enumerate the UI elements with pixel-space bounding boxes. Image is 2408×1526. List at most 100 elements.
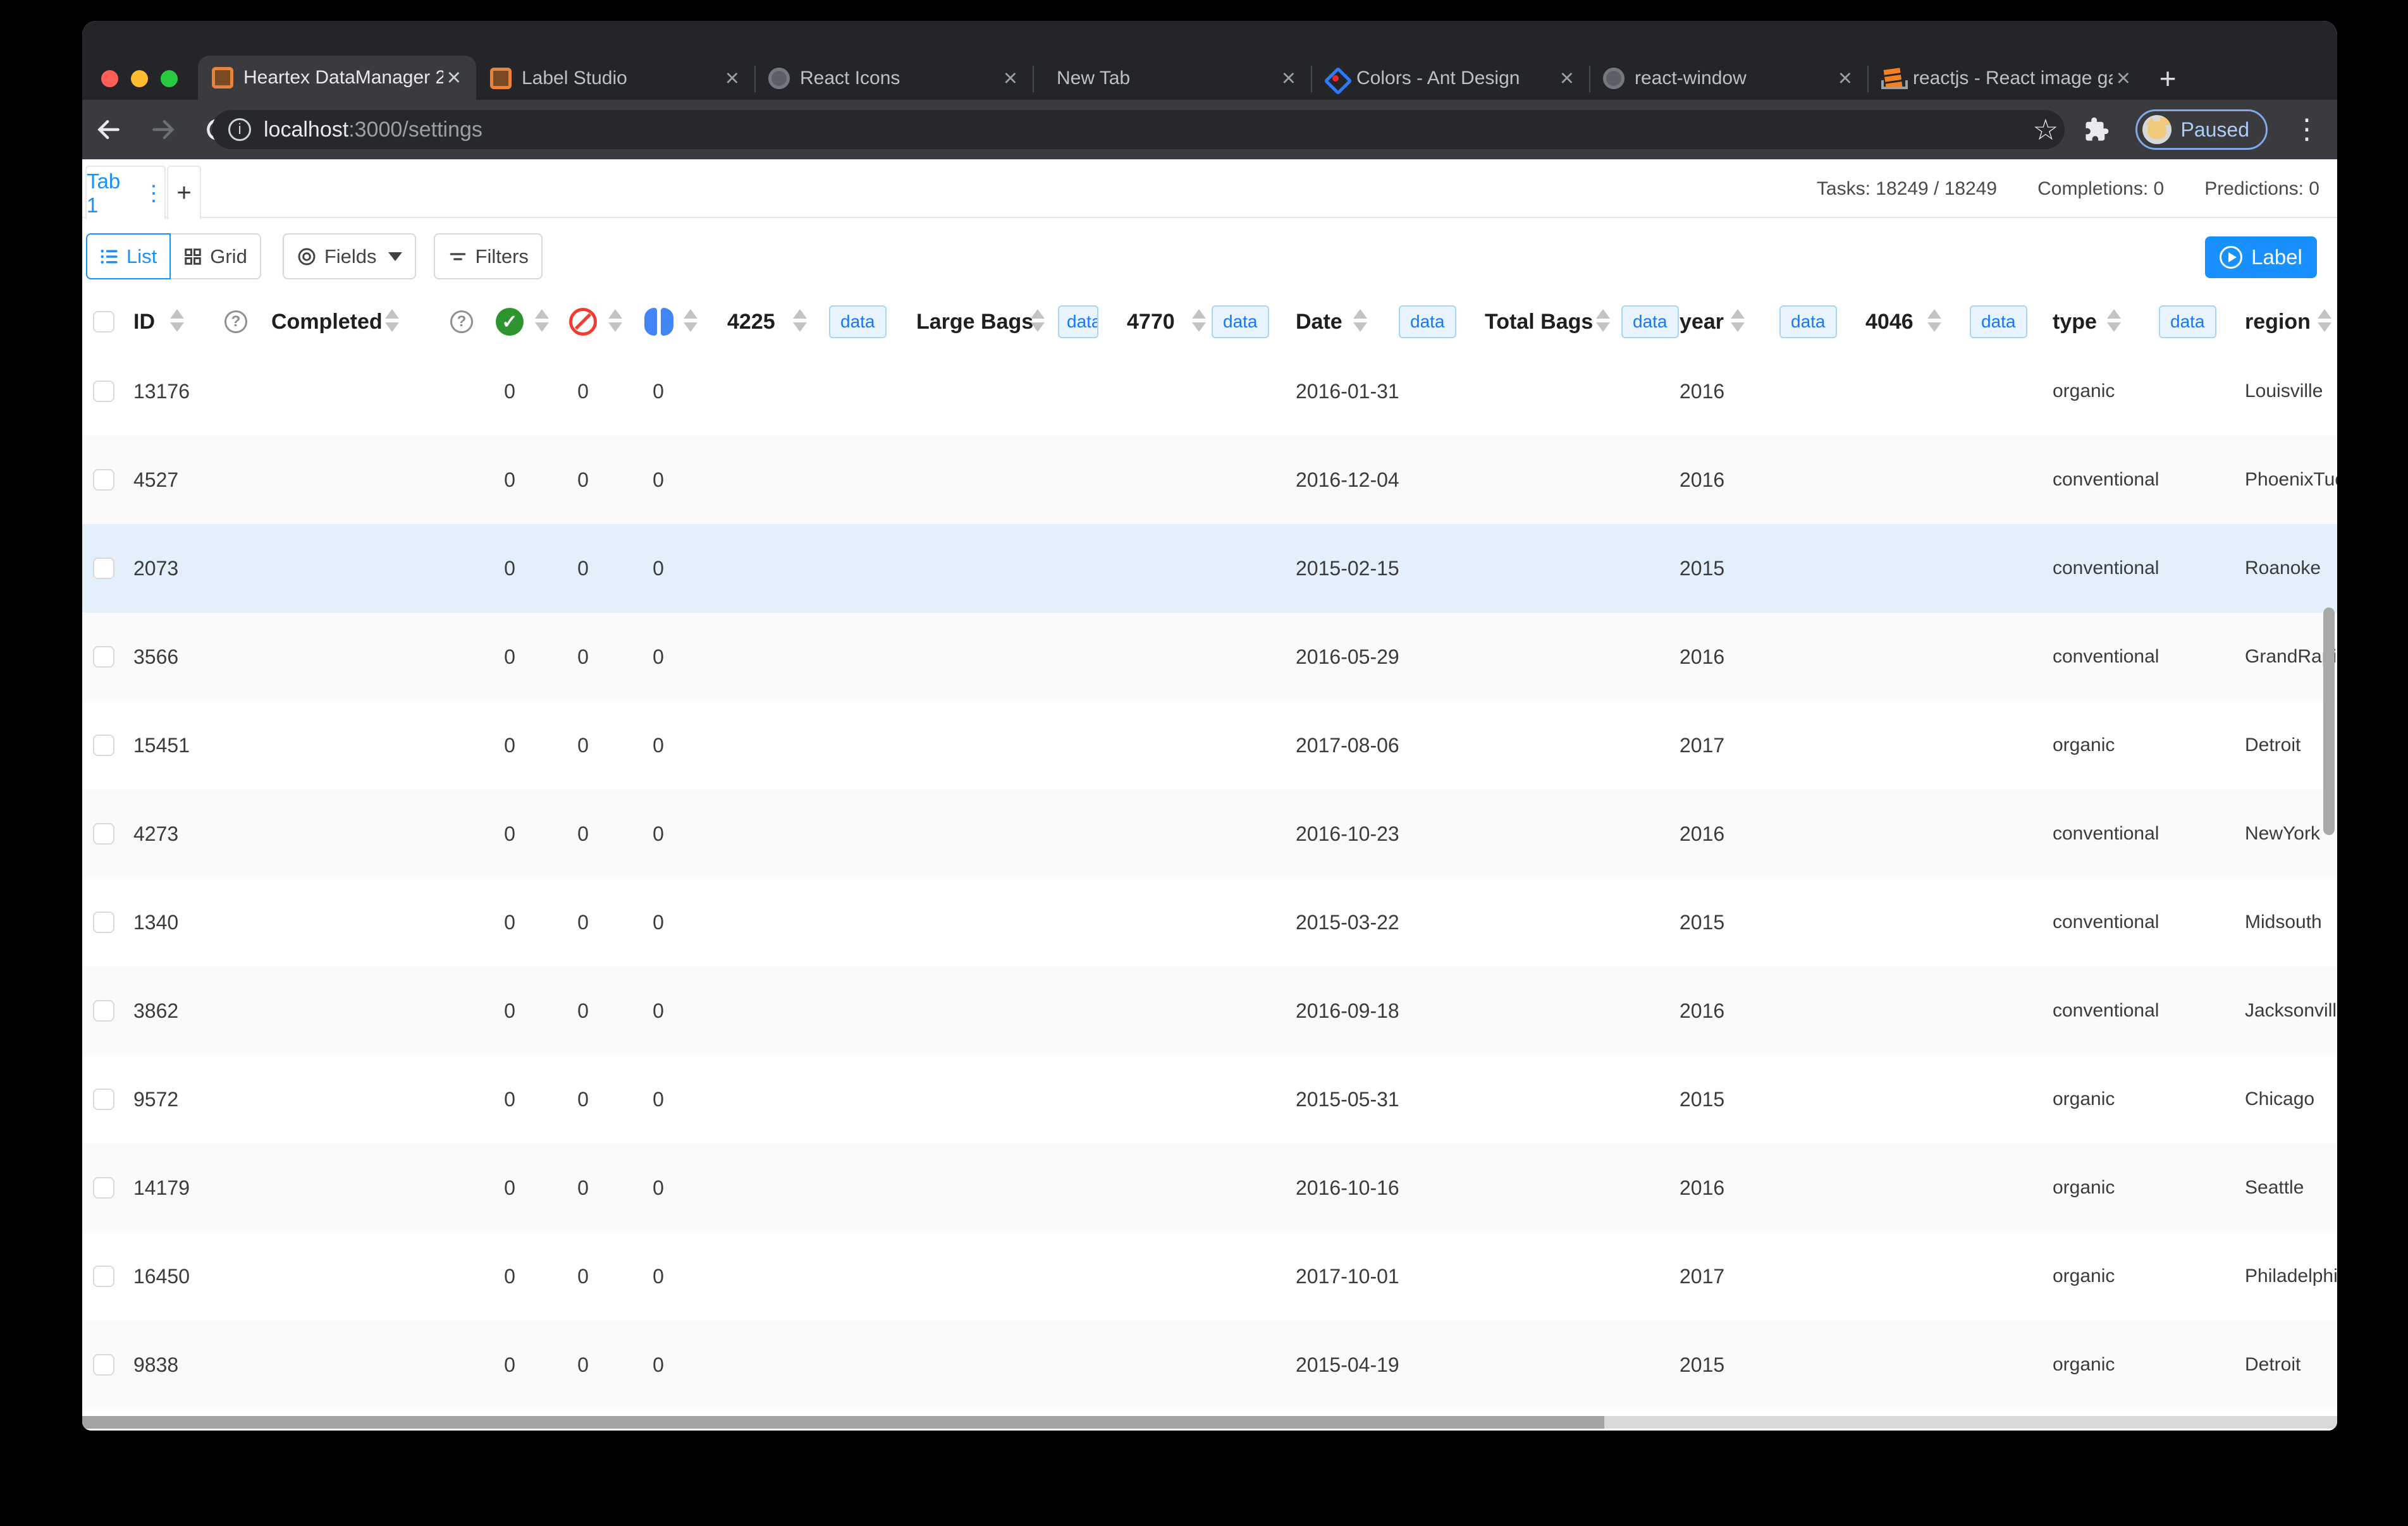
cell-type: organic [2053, 1266, 2115, 1286]
cancelled-no-entry-icon[interactable] [569, 308, 597, 336]
cell-predictions: 0 [653, 1264, 664, 1288]
table-row[interactable]: 13176 0 0 0 2016-01-31 2016 organic Loui… [82, 347, 2337, 436]
browser-menu-icon[interactable]: ⋮ [2293, 113, 2321, 145]
sort-icon[interactable] [1192, 309, 1206, 332]
tab-close-icon[interactable]: × [446, 64, 461, 91]
minimize-window-button[interactable] [131, 70, 148, 87]
tab-close-icon[interactable]: × [1559, 65, 1574, 92]
table-row[interactable]: 9838 0 0 0 2015-04-19 2015 organic Detro… [82, 1321, 2337, 1409]
site-info-icon[interactable]: i [228, 118, 251, 141]
column-header-region[interactable]: region [2245, 309, 2311, 334]
sort-icon[interactable] [385, 309, 399, 332]
label-button[interactable]: Label [2205, 236, 2317, 278]
browser-tab[interactable]: React Icons × [754, 57, 1033, 100]
row-checkbox[interactable] [93, 1000, 114, 1022]
sort-icon[interactable] [793, 309, 807, 332]
sort-icon[interactable] [170, 309, 184, 332]
new-tab-button[interactable]: + [2159, 62, 2177, 95]
column-header-completed[interactable]: Completed [271, 309, 383, 334]
grid-view-button[interactable]: Grid [171, 233, 261, 279]
tab-favicon-icon [490, 68, 512, 89]
sort-icon[interactable] [2318, 309, 2331, 332]
sort-icon[interactable] [684, 309, 697, 332]
fields-button[interactable]: Fields [282, 233, 416, 279]
row-checkbox[interactable] [93, 1177, 114, 1199]
column-header-total-bags[interactable]: Total Bags [1485, 309, 1594, 334]
column-header-4770[interactable]: 4770 [1127, 309, 1175, 334]
close-window-button[interactable] [101, 70, 118, 87]
column-header-date[interactable]: Date [1296, 309, 1342, 334]
address-bar[interactable]: i localhost:3000/settings [212, 110, 2065, 149]
sort-icon[interactable] [1927, 309, 1941, 332]
completed-check-icon[interactable]: ✓ [496, 308, 524, 336]
list-view-button[interactable]: List [86, 233, 171, 279]
column-header-type[interactable]: type [2053, 309, 2097, 334]
table-row[interactable]: 9572 0 0 0 2015-05-31 2015 organic Chica… [82, 1055, 2337, 1144]
extensions-puzzle-icon[interactable] [2084, 116, 2110, 143]
table-row[interactable]: 16450 0 0 0 2017-10-01 2017 organic Phil… [82, 1232, 2337, 1321]
tab-close-icon[interactable]: × [1281, 65, 1296, 92]
row-checkbox[interactable] [93, 1354, 114, 1376]
sort-icon[interactable] [2107, 309, 2121, 332]
tab-close-icon[interactable]: × [1838, 65, 1852, 92]
predictions-brain-icon[interactable] [644, 308, 673, 336]
tab-close-icon[interactable]: × [725, 65, 739, 92]
sort-icon[interactable] [535, 309, 549, 332]
cell-id: 4527 [133, 468, 179, 491]
add-view-tab-button[interactable]: + [167, 166, 201, 219]
forward-icon[interactable] [149, 116, 177, 143]
tab-close-icon[interactable]: × [1003, 65, 1017, 92]
cell-region: Roanoke [2245, 558, 2321, 578]
sort-icon[interactable] [608, 309, 622, 332]
row-checkbox[interactable] [93, 823, 114, 845]
zoom-window-button[interactable] [161, 70, 178, 87]
table-row[interactable]: 3566 0 0 0 2016-05-29 2016 conventional … [82, 613, 2337, 701]
tab-close-icon[interactable]: × [2116, 65, 2130, 92]
tab-title: Label Studio [522, 68, 627, 89]
view-tab-1[interactable]: Tab 1 ⋮ [85, 166, 166, 219]
vertical-scrollbar[interactable] [2323, 607, 2335, 835]
row-checkbox[interactable] [93, 381, 114, 402]
row-checkbox[interactable] [93, 1089, 114, 1110]
select-all-checkbox[interactable] [93, 311, 114, 333]
profile-badge[interactable]: Paused [2135, 109, 2268, 150]
column-header-4225[interactable]: 4225 [727, 309, 775, 334]
row-checkbox[interactable] [93, 735, 114, 756]
column-header-year[interactable]: year [1680, 309, 1724, 334]
macos-traffic-lights[interactable] [101, 70, 178, 87]
column-header-large-bags[interactable]: Large Bags [916, 309, 1034, 334]
row-checkbox[interactable] [93, 469, 114, 491]
back-icon[interactable] [95, 116, 123, 143]
row-checkbox[interactable] [93, 646, 114, 668]
table-row[interactable]: 4273 0 0 0 2016-10-23 2016 conventional … [82, 790, 2337, 878]
cell-date: 2016-09-18 [1296, 999, 1399, 1022]
row-checkbox[interactable] [93, 558, 114, 579]
browser-tab[interactable]: Heartex DataManager 2.0 × [198, 56, 476, 100]
column-header-4046[interactable]: 4046 [1865, 309, 1914, 334]
table-row[interactable]: 1340 0 0 0 2015-03-22 2015 conventional … [82, 878, 2337, 967]
table-row[interactable]: 15451 0 0 0 2017-08-06 2017 organic Detr… [82, 701, 2337, 790]
cell-type: organic [2053, 381, 2115, 401]
horizontal-scrollbar-thumb[interactable] [82, 1416, 1604, 1429]
table-row[interactable]: 14179 0 0 0 2016-10-16 2016 organic Seat… [82, 1144, 2337, 1232]
table-row[interactable]: 4527 0 0 0 2016-12-04 2016 conventional … [82, 436, 2337, 524]
sort-icon[interactable] [1353, 309, 1367, 332]
row-checkbox[interactable] [93, 1266, 114, 1287]
sort-icon[interactable] [1731, 309, 1745, 332]
table-row[interactable]: 2073 0 0 0 2015-02-15 2015 conventional … [82, 524, 2337, 613]
browser-tab[interactable]: react-window × [1589, 57, 1867, 100]
browser-tab[interactable]: reactjs - React image gallery × [1867, 57, 2146, 100]
table-row[interactable]: 3862 0 0 0 2016-09-18 2016 conventional … [82, 967, 2337, 1055]
browser-tab[interactable]: Colors - Ant Design × [1311, 57, 1589, 100]
horizontal-scrollbar-track[interactable] [82, 1416, 2337, 1429]
bookmark-star-icon[interactable]: ☆ [2032, 113, 2059, 146]
filters-button[interactable]: Filters [433, 233, 543, 279]
sort-icon[interactable] [1596, 309, 1610, 332]
sort-icon[interactable] [1031, 309, 1045, 332]
browser-tab[interactable]: Label Studio × [476, 57, 754, 100]
data-type-badge: data [1058, 305, 1098, 338]
column-header-id[interactable]: ID [133, 309, 155, 334]
row-checkbox[interactable] [93, 912, 114, 933]
browser-tab[interactable]: New Tab × [1033, 57, 1311, 100]
view-tab-menu-icon[interactable]: ⋮ [143, 181, 164, 205]
